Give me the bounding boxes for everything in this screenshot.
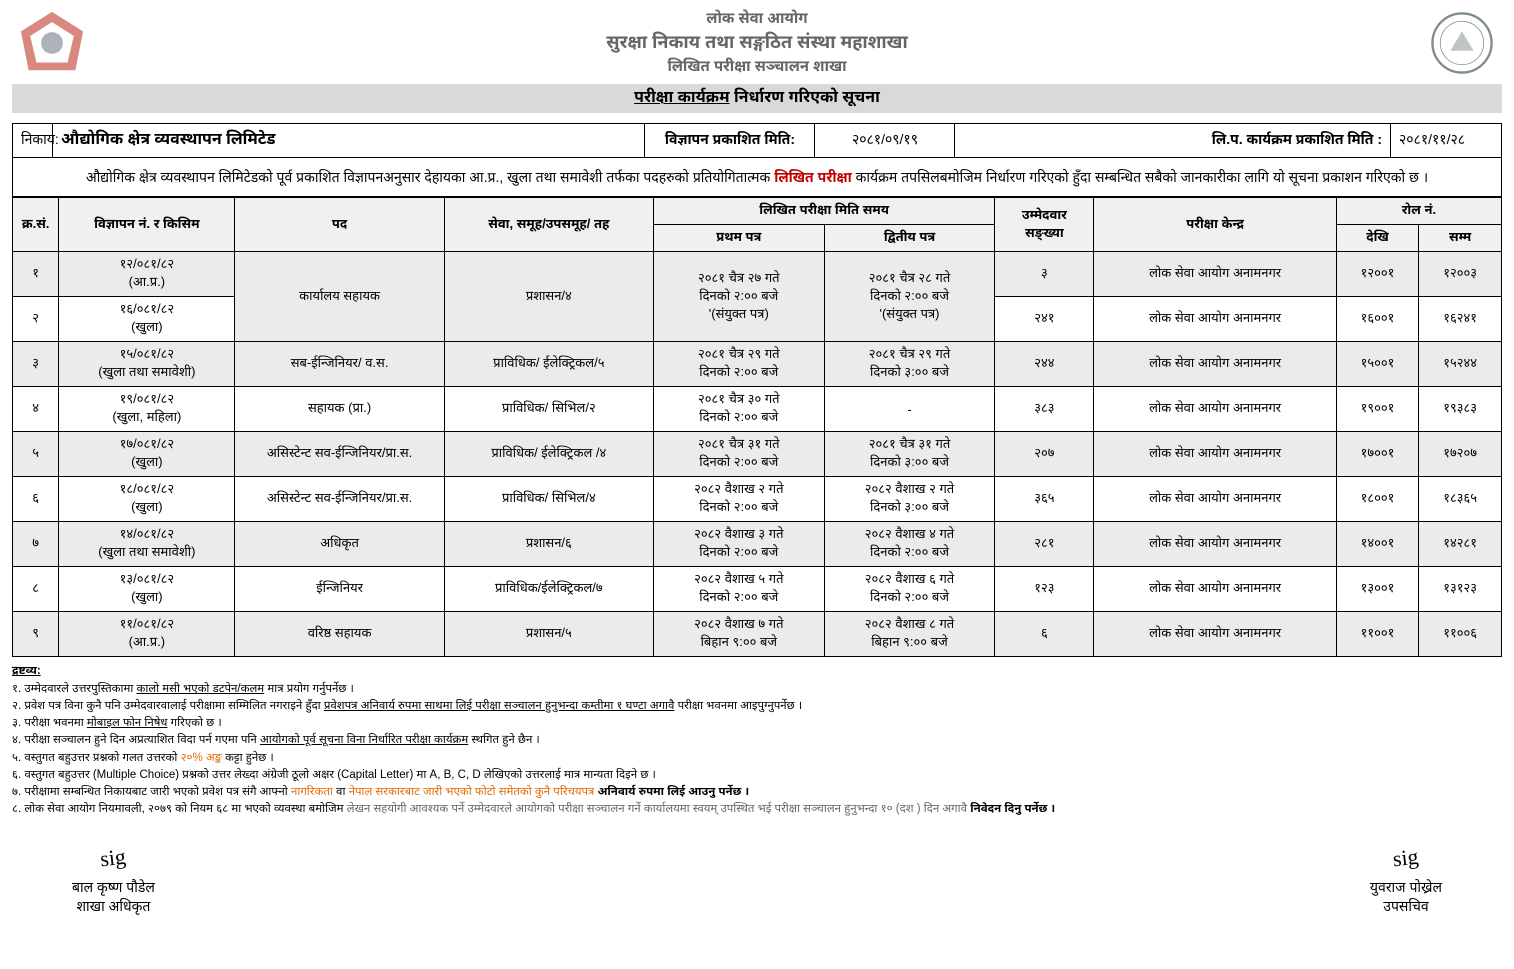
col-paper1: प्रथम पत्र [653, 225, 824, 252]
note-line: ४. परीक्षा सञ्चालन हुने दिन अप्रत्याशित … [12, 732, 1502, 749]
title-rest: निर्धारण गरिएको सूचना [730, 89, 880, 106]
table-row: ३१५/०८१/८२(खुला तथा समावेशी)सब-ईन्जिनियर… [13, 342, 1502, 387]
col-candidates: उम्मेदवार सङ्ख्या [995, 198, 1094, 252]
note-line: २. प्रवेश पत्र विना कुनै पनि उम्मेदवारवा… [12, 698, 1502, 715]
table-row: ७१४/०८१/८२(खुला तथा समावेशी)अधिकृतप्रशास… [13, 522, 1502, 567]
table-row: ९११/०८१/८२(आ.प्र.)वरिष्ठ सहायकप्रशासन/५२… [13, 612, 1502, 657]
note-line: ७. परीक्षामा सम्बन्धित निकायबाट जारी भएक… [12, 784, 1502, 801]
notice-paragraph: औद्योगिक क्षेत्र व्यवस्थापन लिमिटेडको पू… [12, 158, 1502, 197]
org-name-1: लोक सेवा आयोग [92, 10, 1422, 30]
pub-date-value: २०८१/०९/१९ [815, 124, 955, 157]
nikaya-label: निकाय: [13, 124, 53, 157]
note-line: १. उम्मेदवारले उत्तरपुस्तिकामा कालो मसी … [12, 681, 1502, 698]
title-underlined: परीक्षा कार्यक्रम [634, 89, 729, 106]
signature-left: sig बाल कृष्ण पौडेल शाखा अधिकृत [72, 849, 155, 917]
nikaya-value: औद्योगिक क्षेत्र व्यवस्थापन लिमिटेड [53, 124, 645, 157]
notes-title: द्रष्टव्य: [12, 665, 41, 677]
signature-row: sig बाल कृष्ण पौडेल शाखा अधिकृत sig युवर… [12, 849, 1502, 937]
col-adv: विज्ञापन नं. र किसिम [59, 198, 235, 252]
org-name-3: लिखित परीक्षा सञ्चालन शाखा [92, 58, 1422, 78]
col-roll: रोल नं. [1336, 198, 1501, 225]
table-row: ५१७/०८१/८२(खुला)असिस्टेन्ट सव-ईन्जिनियर/… [13, 432, 1502, 477]
signature-right: sig युवराज पोख्रेल उपसचिव [1370, 849, 1442, 917]
prog-date-label: लि.प. कार्यक्रम प्रकाशित मिति : [955, 124, 1391, 157]
sign-right-name: युवराज पोख्रेल [1370, 879, 1442, 898]
info-row: निकाय: औद्योगिक क्षेत्र व्यवस्थापन लिमिट… [12, 123, 1502, 158]
col-service: सेवा, समूह/उपसमूह/ तह [444, 198, 653, 252]
prog-date-value: २०८१/११/२८ [1391, 124, 1501, 157]
col-to: सम्म [1419, 225, 1502, 252]
note-line: ५. वस्तुगत बहुउत्तर प्रश्नको गलत उत्तरको… [12, 750, 1502, 767]
header-center: लोक सेवा आयोग सुरक्षा निकाय तथा सङ्गठित … [92, 8, 1422, 78]
sign-left-title: शाखा अधिकृत [72, 898, 155, 917]
table-row: ११२/०८१/८२(आ.प्र.)कार्यालय सहायकप्रशासन/… [13, 252, 1502, 297]
col-sn: क्र.सं. [13, 198, 59, 252]
pub-date-label: विज्ञापन प्रकाशित मिति: [645, 124, 815, 157]
col-exam-time: लिखित परीक्षा मिति समय [653, 198, 994, 225]
org-name-2: सुरक्षा निकाय तथा सङ्गठित संस्था महाशाखा [92, 32, 1422, 56]
table-row: ४१९/०८१/८२(खुला, महिला)सहायक (प्रा.)प्रा… [13, 387, 1502, 432]
col-center: परीक्षा केन्द्र [1094, 198, 1336, 252]
note-line: ८. लोक सेवा आयोग नियमावली, २०७९ को नियम … [12, 801, 1502, 818]
table-row: ६१८/०८१/८२(खुला)असिस्टेन्ट सव-ईन्जिनियर/… [13, 477, 1502, 522]
title-bar: परीक्षा कार्यक्रम निर्धारण गरिएको सूचना [12, 84, 1502, 113]
notes-section: द्रष्टव्य: १. उम्मेदवारले उत्तरपुस्तिकाम… [12, 663, 1502, 818]
col-paper2: द्वितीय पत्र [824, 225, 995, 252]
left-emblem [12, 8, 92, 78]
sign-right-title: उपसचिव [1370, 898, 1442, 917]
exam-schedule-table: क्र.सं. विज्ञापन नं. र किसिम पद सेवा, सम… [12, 197, 1502, 657]
table-row: ८१३/०८१/८२(खुला)ईन्जिनियरप्राविधिक/ईलेक्… [13, 567, 1502, 612]
right-emblem [1422, 8, 1502, 78]
col-post: पद [235, 198, 444, 252]
header: लोक सेवा आयोग सुरक्षा निकाय तथा सङ्गठित … [12, 8, 1502, 78]
sign-left-name: बाल कृष्ण पौडेल [72, 879, 155, 898]
note-line: ३. परीक्षा भवनमा मोबाइल फोन निषेध गरिएको… [12, 715, 1502, 732]
col-from: देखि [1336, 225, 1419, 252]
note-line: ६. वस्तुगत बहुउत्तर (Multiple Choice) प्… [12, 767, 1502, 784]
